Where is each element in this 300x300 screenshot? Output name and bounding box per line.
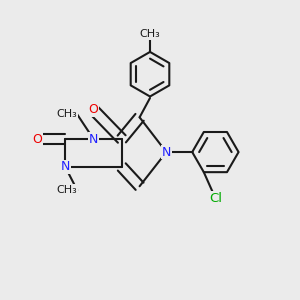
Text: CH₃: CH₃ [56, 185, 77, 195]
Text: O: O [32, 133, 42, 146]
Text: N: N [89, 133, 98, 146]
Text: N: N [61, 160, 70, 173]
Text: N: N [162, 146, 171, 159]
Text: O: O [88, 103, 98, 116]
Text: Cl: Cl [209, 192, 222, 205]
Text: CH₃: CH₃ [140, 29, 160, 39]
Text: CH₃: CH₃ [56, 109, 77, 119]
